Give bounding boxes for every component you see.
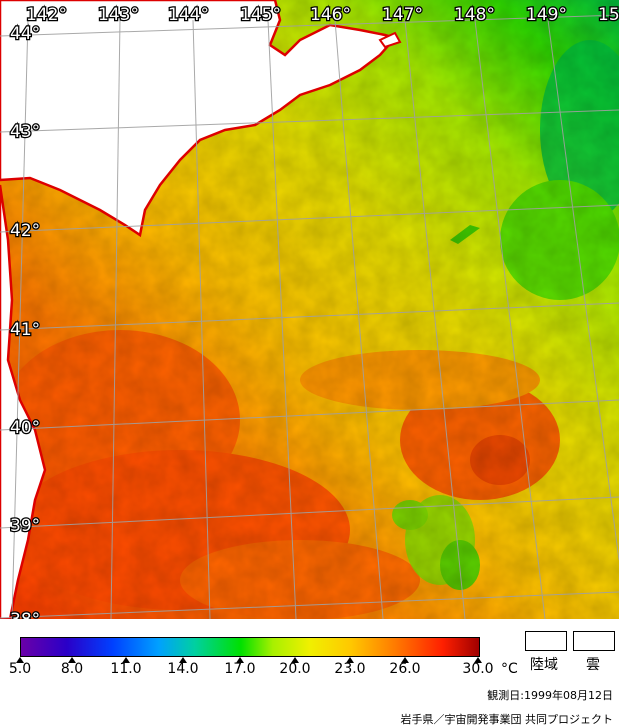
colorbar-tick-label: 30.0 [462, 661, 494, 677]
colorbar-tick-label: 26.0 [389, 661, 421, 677]
colorbar-tick [16, 657, 24, 663]
lat-label: 38° [10, 610, 40, 619]
lon-label: 148° [454, 5, 495, 25]
colorbar-tick [346, 657, 354, 663]
colorbar-tick [68, 657, 76, 663]
temperature-unit: °C [501, 661, 518, 677]
lon-label: 145° [240, 5, 281, 25]
honshu-land [0, 184, 47, 619]
latitude-labels: 44° 43° 42° 41° 40° 39° 38° [9, 23, 42, 619]
cloud-swatch [573, 631, 615, 651]
colorbar-tick-label: 20.0 [279, 661, 311, 677]
lon-label: 144° [168, 5, 209, 25]
colorbar-tick-label: 8.0 [60, 661, 84, 677]
lon-label: 149° [526, 5, 567, 25]
legend-area: 5.0 8.0 11.0 14.0 17.0 20.0 23.0 26.0 30… [0, 619, 619, 728]
lat-label: 44° [10, 24, 40, 44]
lon-label: 146° [310, 5, 351, 25]
lat-label: 42° [10, 221, 40, 241]
longitude-labels: 142° 143° 144° 145° 146° 147° 148° 149° … [25, 4, 619, 27]
cloud-label: 雲 [586, 657, 600, 673]
lon-label: 142° [26, 5, 67, 25]
colorbar-tick [291, 657, 299, 663]
land-swatch [525, 631, 567, 651]
temperature-colorbar [20, 637, 480, 657]
observation-date: 観測日:1999年08月12日 [487, 689, 613, 702]
kuril-island [378, 31, 402, 49]
lat-label: 43° [10, 122, 40, 142]
lat-lon-grid [0, 14, 619, 619]
lat-label: 40° [10, 418, 40, 438]
lon-label: 15 [598, 5, 619, 25]
colorbar-tick [474, 657, 482, 663]
lat-label: 41° [10, 320, 40, 340]
credit-text: 岩手県／宇宙開発事業団 共同プロジェクト [400, 713, 614, 726]
colorbar-tick-label: 11.0 [110, 661, 142, 677]
colorbar-tick [179, 657, 187, 663]
land-label: 陸域 [530, 657, 558, 673]
colorbar-tick-label: 5.0 [8, 661, 32, 677]
colorbar-tick [401, 657, 409, 663]
lon-label: 143° [98, 5, 139, 25]
colorbar-tick [122, 657, 130, 663]
lat-label: 39° [10, 516, 40, 536]
hokkaido-land [0, 0, 398, 238]
colorbar-tick [236, 657, 244, 663]
lon-label: 147° [382, 5, 423, 25]
sea-surface-temperature-map: 142° 143° 144° 145° 146° 147° 148° 149° … [0, 0, 619, 619]
colorbar-tick-label: 14.0 [167, 661, 199, 677]
colorbar-tick-label: 17.0 [224, 661, 256, 677]
colorbar-tick-label: 23.0 [334, 661, 366, 677]
